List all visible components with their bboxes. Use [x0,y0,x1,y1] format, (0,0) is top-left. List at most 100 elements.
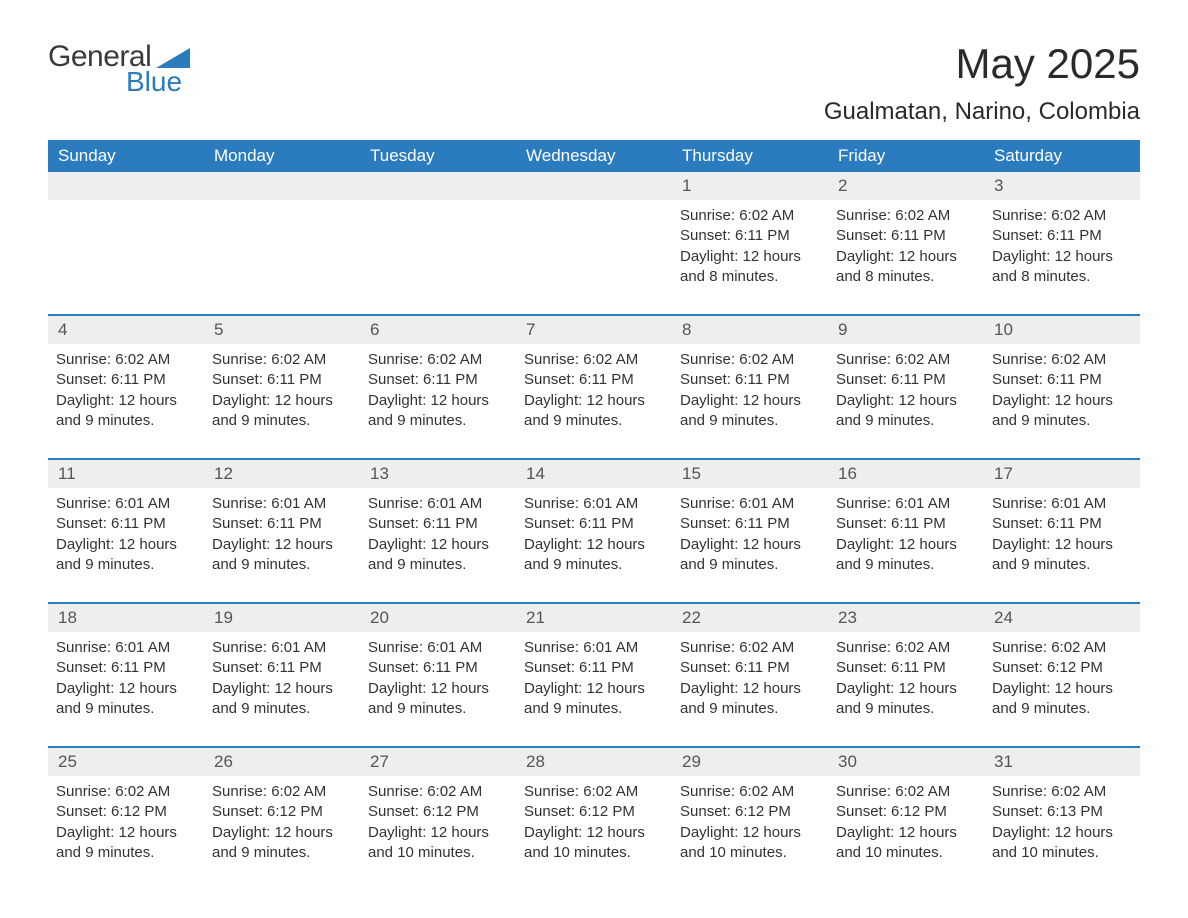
logo-text-blue: Blue [126,66,190,98]
day-number: 26 [204,748,360,776]
daylight-line: Daylight: 12 hours and 9 minutes. [680,679,818,720]
sunrise-line: Sunrise: 6:01 AM [212,638,350,658]
sunset-line: Sunset: 6:11 PM [524,514,662,534]
sunrise-line: Sunrise: 6:01 AM [368,494,506,514]
day-cell: Sunrise: 6:02 AMSunset: 6:11 PMDaylight:… [48,344,204,440]
sunrise-line: Sunrise: 6:02 AM [680,782,818,802]
calendar-week: 18192021222324Sunrise: 6:01 AMSunset: 6:… [48,602,1140,728]
day-cell: Sunrise: 6:01 AMSunset: 6:11 PMDaylight:… [204,488,360,584]
sunset-line: Sunset: 6:11 PM [836,514,974,534]
day-cell: Sunrise: 6:02 AMSunset: 6:12 PMDaylight:… [984,632,1140,728]
day-number: 2 [828,172,984,200]
day-cell: Sunrise: 6:02 AMSunset: 6:12 PMDaylight:… [828,776,984,872]
day-cell: Sunrise: 6:01 AMSunset: 6:11 PMDaylight:… [204,632,360,728]
day-content-row: Sunrise: 6:02 AMSunset: 6:12 PMDaylight:… [48,776,1140,872]
sunset-line: Sunset: 6:11 PM [680,370,818,390]
day-cell [204,200,360,296]
daylight-line: Daylight: 12 hours and 9 minutes. [212,391,350,432]
sunset-line: Sunset: 6:11 PM [212,658,350,678]
day-number: 13 [360,460,516,488]
daylight-line: Daylight: 12 hours and 9 minutes. [992,679,1130,720]
day-number [204,172,360,200]
daylight-line: Daylight: 12 hours and 8 minutes. [836,247,974,288]
day-number-row: 45678910 [48,316,1140,344]
sunrise-line: Sunrise: 6:02 AM [992,350,1130,370]
daylight-line: Daylight: 12 hours and 9 minutes. [524,391,662,432]
day-number: 19 [204,604,360,632]
sunrise-line: Sunrise: 6:02 AM [368,782,506,802]
day-cell: Sunrise: 6:02 AMSunset: 6:11 PMDaylight:… [828,632,984,728]
header: General Blue May 2025 Gualmatan, Narino,… [48,40,1140,126]
day-cell: Sunrise: 6:01 AMSunset: 6:11 PMDaylight:… [516,488,672,584]
day-number: 22 [672,604,828,632]
daylight-line: Daylight: 12 hours and 9 minutes. [56,535,194,576]
sunset-line: Sunset: 6:11 PM [836,658,974,678]
sunset-line: Sunset: 6:12 PM [56,802,194,822]
sunset-line: Sunset: 6:11 PM [992,370,1130,390]
day-number [48,172,204,200]
day-content-row: Sunrise: 6:02 AMSunset: 6:11 PMDaylight:… [48,344,1140,440]
sunset-line: Sunset: 6:11 PM [368,370,506,390]
sunrise-line: Sunrise: 6:02 AM [836,782,974,802]
month-title: May 2025 [824,40,1140,88]
sunrise-line: Sunrise: 6:02 AM [992,206,1130,226]
sunrise-line: Sunrise: 6:02 AM [212,350,350,370]
day-number: 16 [828,460,984,488]
calendar-week: 25262728293031Sunrise: 6:02 AMSunset: 6:… [48,746,1140,872]
sunrise-line: Sunrise: 6:01 AM [992,494,1130,514]
weekday-header: Tuesday [360,140,516,172]
daylight-line: Daylight: 12 hours and 9 minutes. [56,823,194,864]
sunset-line: Sunset: 6:11 PM [524,370,662,390]
daylight-line: Daylight: 12 hours and 9 minutes. [56,391,194,432]
daylight-line: Daylight: 12 hours and 9 minutes. [680,391,818,432]
day-number-row: 11121314151617 [48,460,1140,488]
daylight-line: Daylight: 12 hours and 9 minutes. [836,679,974,720]
day-cell: Sunrise: 6:01 AMSunset: 6:11 PMDaylight:… [516,632,672,728]
sunset-line: Sunset: 6:11 PM [368,658,506,678]
day-cell: Sunrise: 6:01 AMSunset: 6:11 PMDaylight:… [828,488,984,584]
daylight-line: Daylight: 12 hours and 10 minutes. [524,823,662,864]
day-number: 25 [48,748,204,776]
sunset-line: Sunset: 6:11 PM [212,370,350,390]
weekday-header: Friday [828,140,984,172]
day-cell [48,200,204,296]
day-number: 27 [360,748,516,776]
sunset-line: Sunset: 6:11 PM [836,370,974,390]
daylight-line: Daylight: 12 hours and 9 minutes. [56,679,194,720]
day-cell [516,200,672,296]
day-cell: Sunrise: 6:01 AMSunset: 6:11 PMDaylight:… [360,488,516,584]
daylight-line: Daylight: 12 hours and 9 minutes. [992,391,1130,432]
day-cell: Sunrise: 6:02 AMSunset: 6:11 PMDaylight:… [672,632,828,728]
day-number: 15 [672,460,828,488]
calendar-week: 45678910Sunrise: 6:02 AMSunset: 6:11 PMD… [48,314,1140,440]
sunrise-line: Sunrise: 6:01 AM [836,494,974,514]
day-number: 23 [828,604,984,632]
sunrise-line: Sunrise: 6:02 AM [836,638,974,658]
day-cell: Sunrise: 6:01 AMSunset: 6:11 PMDaylight:… [360,632,516,728]
sunrise-line: Sunrise: 6:01 AM [524,638,662,658]
sunrise-line: Sunrise: 6:02 AM [56,350,194,370]
weekday-header: Thursday [672,140,828,172]
day-number: 5 [204,316,360,344]
daylight-line: Daylight: 12 hours and 9 minutes. [212,535,350,576]
sunset-line: Sunset: 6:11 PM [680,226,818,246]
day-content-row: Sunrise: 6:01 AMSunset: 6:11 PMDaylight:… [48,632,1140,728]
day-cell: Sunrise: 6:02 AMSunset: 6:11 PMDaylight:… [672,200,828,296]
sunset-line: Sunset: 6:11 PM [524,658,662,678]
weekday-header: Saturday [984,140,1140,172]
day-number: 1 [672,172,828,200]
daylight-line: Daylight: 12 hours and 9 minutes. [368,679,506,720]
title-block: May 2025 Gualmatan, Narino, Colombia [824,40,1140,126]
sunrise-line: Sunrise: 6:02 AM [836,206,974,226]
sunrise-line: Sunrise: 6:02 AM [836,350,974,370]
day-cell: Sunrise: 6:02 AMSunset: 6:11 PMDaylight:… [984,200,1140,296]
day-number: 4 [48,316,204,344]
day-number: 29 [672,748,828,776]
day-number: 30 [828,748,984,776]
day-number: 14 [516,460,672,488]
weekday-header-row: Sunday Monday Tuesday Wednesday Thursday… [48,140,1140,172]
sunrise-line: Sunrise: 6:01 AM [524,494,662,514]
sunrise-line: Sunrise: 6:02 AM [680,638,818,658]
day-cell: Sunrise: 6:02 AMSunset: 6:13 PMDaylight:… [984,776,1140,872]
day-number: 8 [672,316,828,344]
